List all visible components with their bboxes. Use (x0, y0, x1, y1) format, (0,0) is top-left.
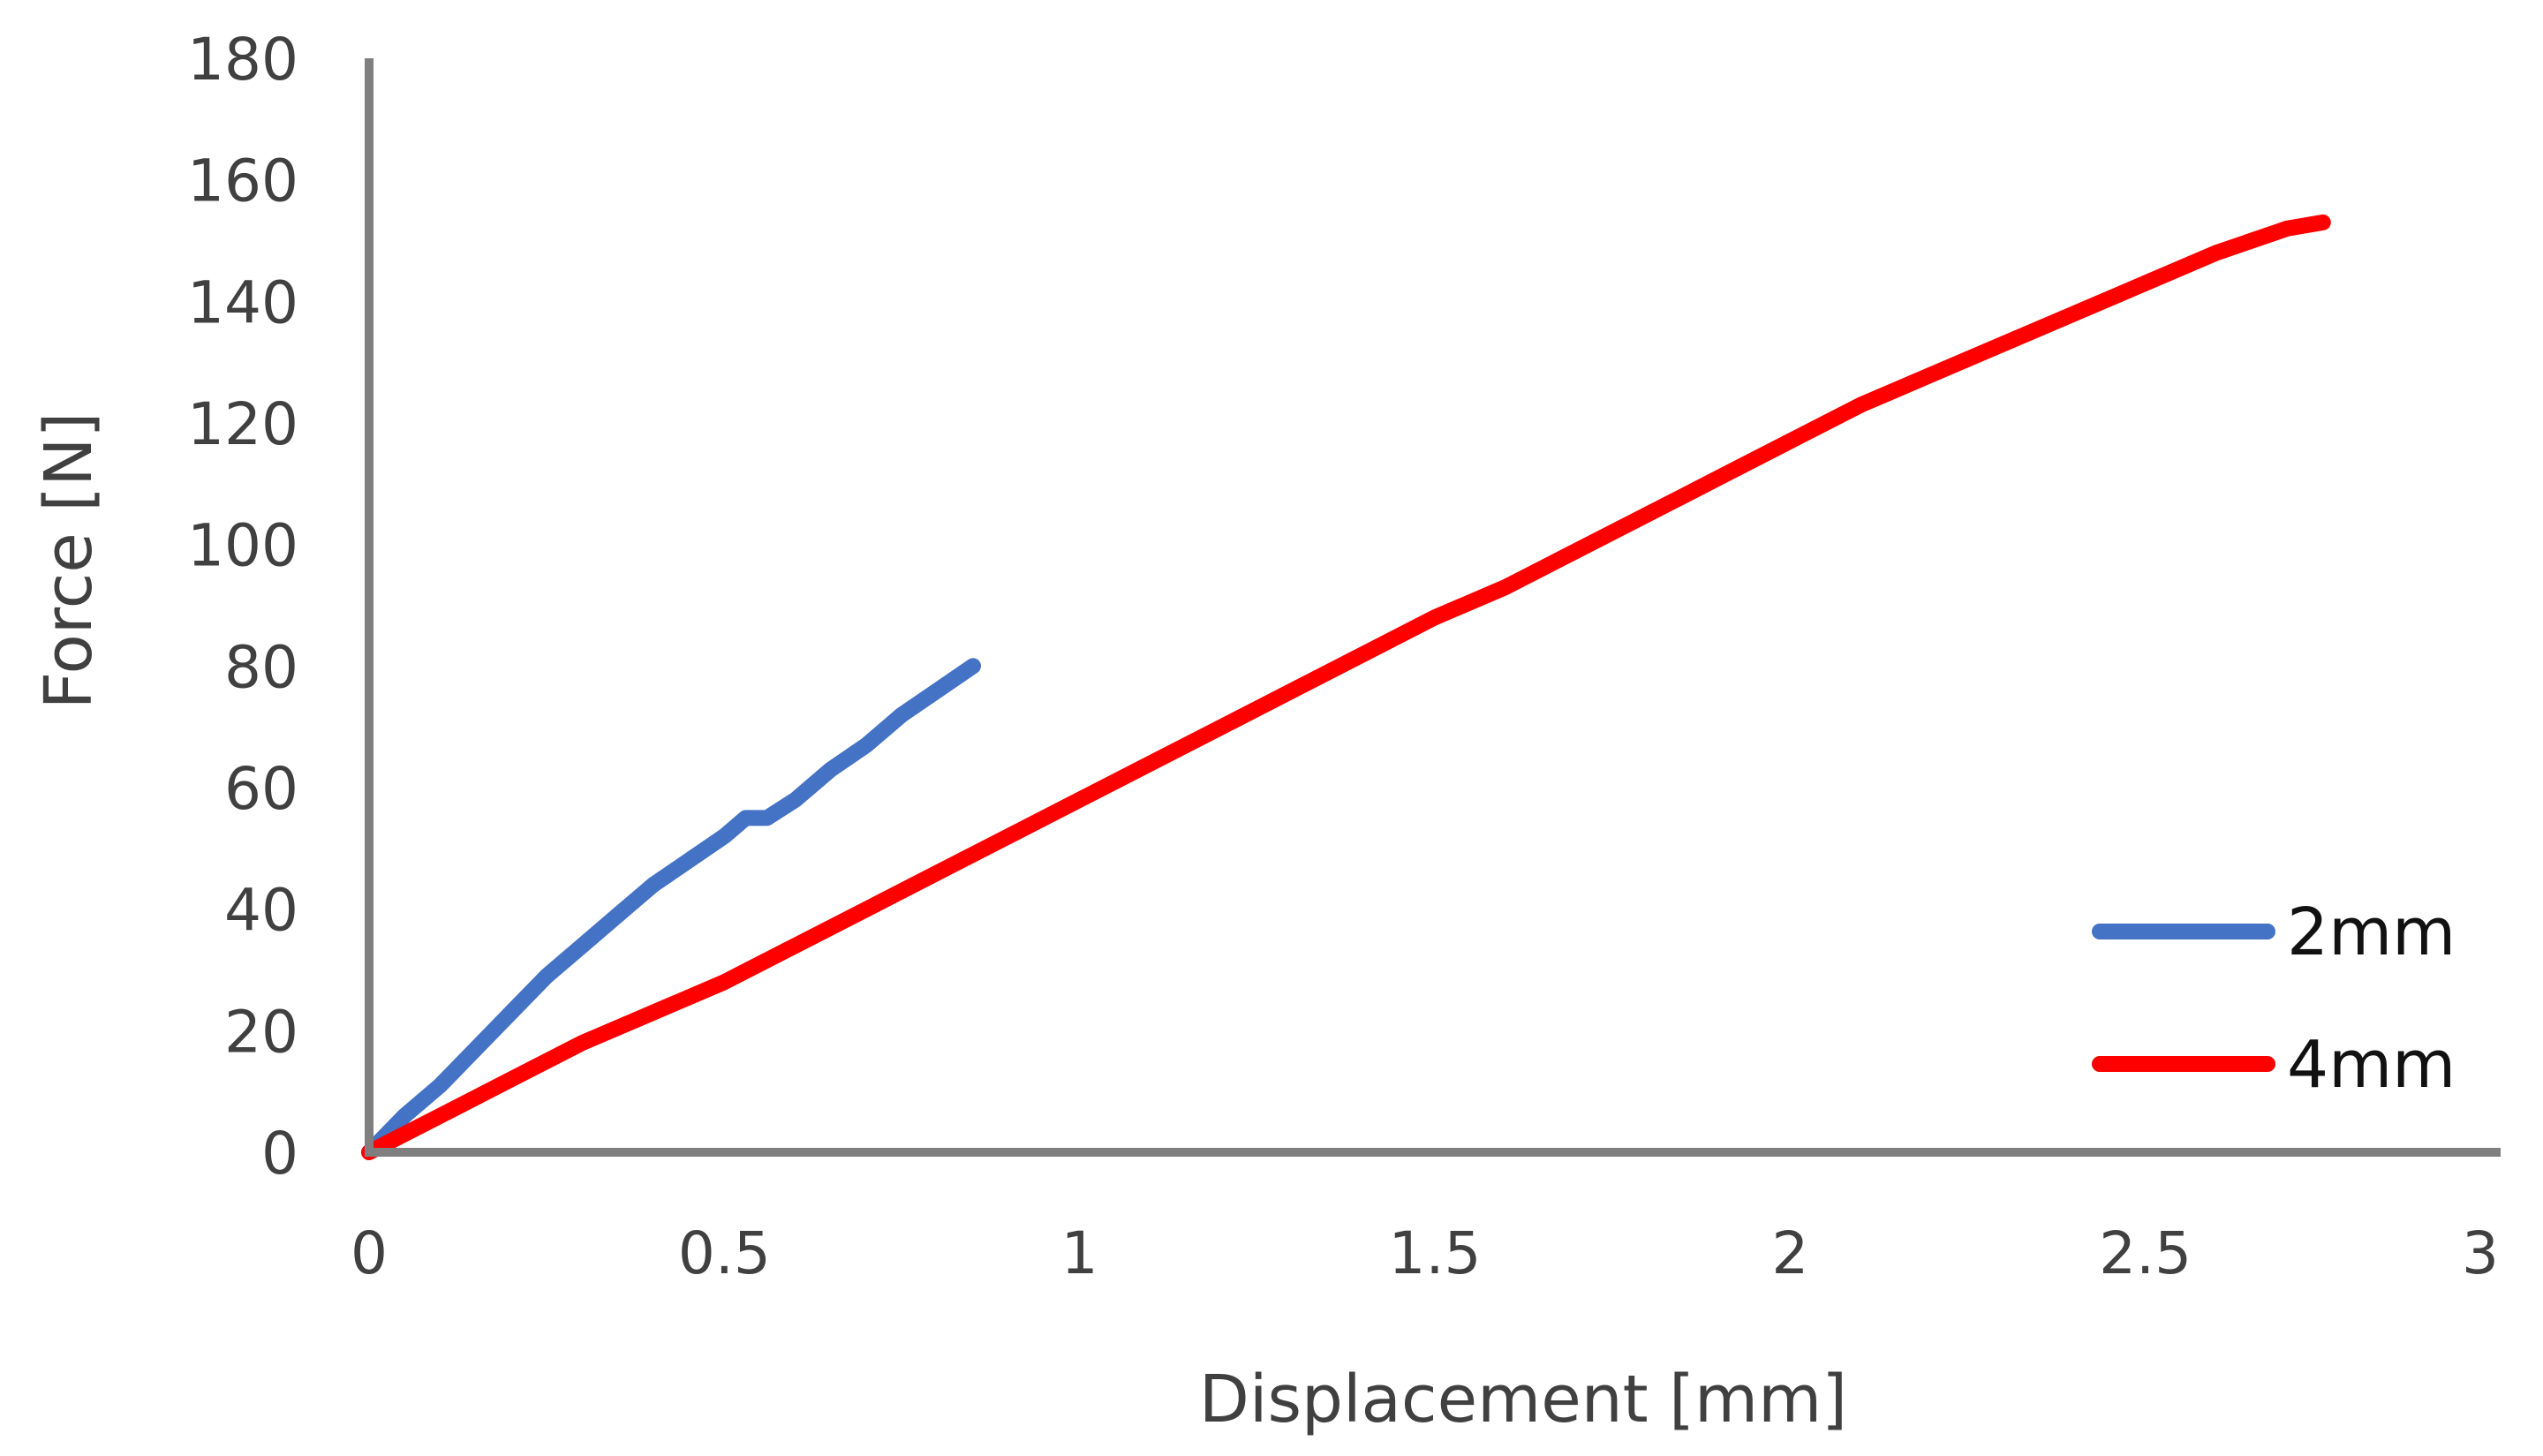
legend-label-4mm: 4mm (2287, 1027, 2456, 1103)
y-tick-label: 160 (187, 147, 298, 215)
y-tick-label: 40 (224, 877, 298, 945)
y-tick-label: 0 (261, 1120, 298, 1188)
x-tick-label: 2 (1771, 1219, 1808, 1287)
x-tick-label: 0.5 (678, 1219, 771, 1287)
y-tick-label: 140 (187, 268, 298, 336)
x-axis-tick-labels: 0 0.5 1 1.5 2 2.5 3 (351, 1219, 2499, 1287)
y-tick-label: 100 (187, 512, 298, 580)
x-tick-label: 2.5 (2099, 1219, 2192, 1287)
legend-label-2mm: 2mm (2287, 894, 2456, 970)
y-tick-label: 20 (224, 998, 298, 1066)
y-tick-label: 60 (224, 755, 298, 823)
y-axis-title: Force [N] (31, 412, 107, 710)
y-axis-tick-labels: 0 20 40 60 80 100 120 140 160 180 (187, 26, 298, 1188)
x-tick-label: 1.5 (1389, 1219, 1482, 1287)
x-axis-title: Displacement [mm] (1199, 1362, 1847, 1437)
y-tick-label: 180 (187, 26, 298, 94)
series-line-2mm (361, 658, 981, 1160)
legend: 2mm 4mm (2092, 894, 2456, 1103)
x-tick-label: 0 (351, 1219, 388, 1287)
axes (365, 58, 2501, 1157)
x-tick-label: 3 (2462, 1219, 2499, 1287)
y-tick-label: 80 (224, 633, 298, 701)
series-line-4mm (361, 214, 2331, 1160)
y-tick-label: 120 (187, 390, 298, 458)
series-layer (361, 214, 2331, 1160)
x-tick-label: 1 (1061, 1219, 1098, 1287)
